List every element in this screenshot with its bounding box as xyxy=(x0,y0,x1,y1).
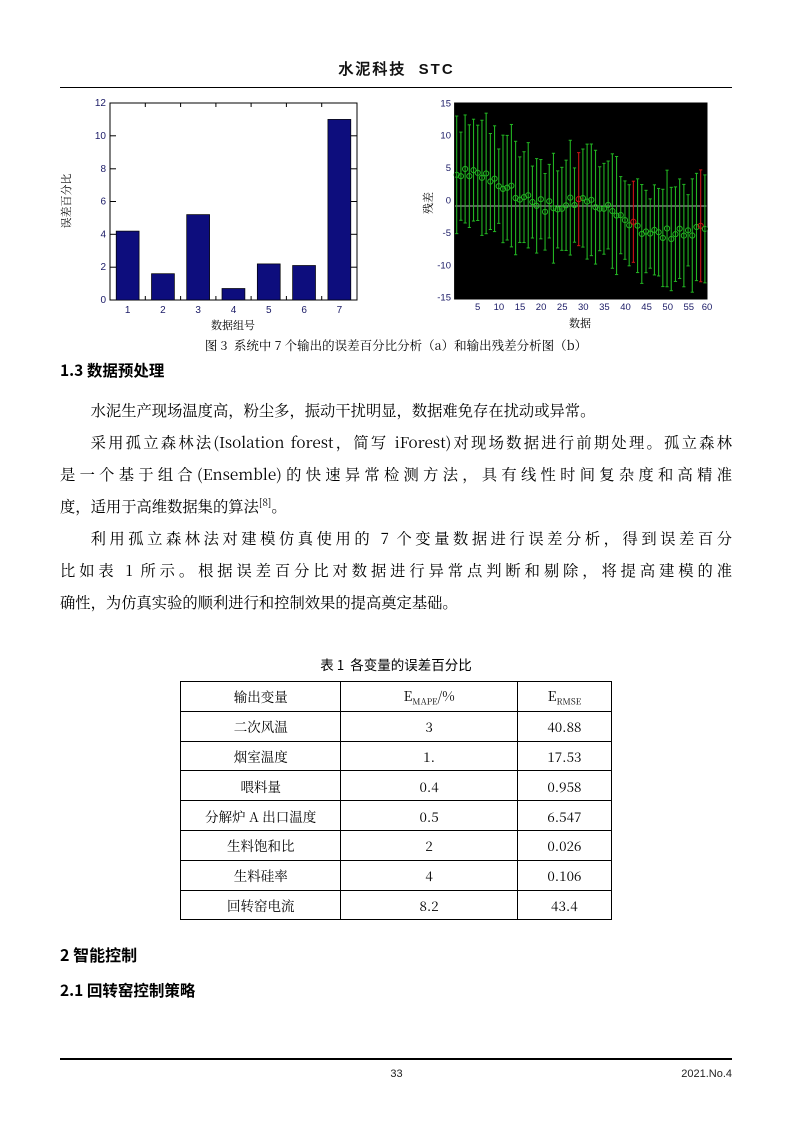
svg-text:-10: -10 xyxy=(437,260,451,271)
svg-text:20: 20 xyxy=(536,302,547,313)
svg-text:30: 30 xyxy=(578,302,589,313)
svg-text:60: 60 xyxy=(702,302,713,313)
svg-text:4: 4 xyxy=(231,305,237,316)
svg-text:0: 0 xyxy=(446,195,451,206)
svg-text:残差: 残差 xyxy=(420,192,436,214)
svg-text:5: 5 xyxy=(475,302,480,313)
svg-text:40: 40 xyxy=(620,302,631,313)
svg-text:2: 2 xyxy=(100,262,106,273)
svg-text:6: 6 xyxy=(301,305,307,316)
svg-text:15: 15 xyxy=(515,302,526,313)
svg-text:25: 25 xyxy=(557,302,568,313)
svg-text:-5: -5 xyxy=(443,228,451,239)
svg-text:10: 10 xyxy=(440,131,451,142)
svg-text:数据: 数据 xyxy=(569,315,591,331)
svg-text:15: 15 xyxy=(440,99,451,110)
svg-text:10: 10 xyxy=(494,302,505,313)
svg-text:数据组号: 数据组号 xyxy=(211,317,255,333)
svg-text:35: 35 xyxy=(599,302,610,313)
svg-text:5: 5 xyxy=(446,163,451,174)
svg-text:8: 8 xyxy=(100,164,106,175)
svg-text:-15: -15 xyxy=(437,293,451,304)
svg-text:0: 0 xyxy=(100,295,106,306)
svg-text:4: 4 xyxy=(100,229,106,240)
svg-text:10: 10 xyxy=(95,131,107,142)
svg-text:7: 7 xyxy=(337,305,343,316)
svg-text:45: 45 xyxy=(641,302,652,313)
svg-text:误差百分比: 误差百分比 xyxy=(58,174,74,229)
svg-text:6: 6 xyxy=(100,197,106,208)
svg-text:3: 3 xyxy=(195,305,201,316)
svg-text:50: 50 xyxy=(662,302,673,313)
svg-text:12: 12 xyxy=(95,98,107,109)
svg-text:2: 2 xyxy=(160,305,166,316)
svg-text:1: 1 xyxy=(125,305,131,316)
svg-text:55: 55 xyxy=(684,302,695,313)
svg-text:5: 5 xyxy=(266,305,272,316)
